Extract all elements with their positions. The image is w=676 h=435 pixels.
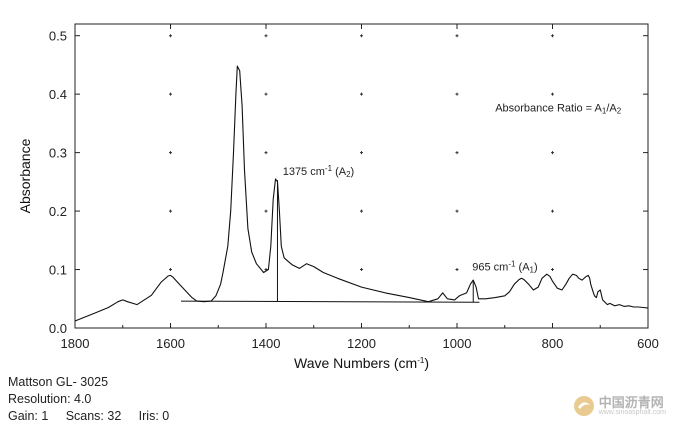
grid-mark	[360, 209, 363, 213]
grid-mark	[455, 151, 459, 155]
x-tick-label: 1600	[156, 336, 185, 351]
x-tick-label: 1200	[347, 336, 376, 351]
grid-mark	[455, 92, 459, 96]
grid-mark	[360, 92, 363, 96]
grid-mark	[455, 268, 459, 272]
instrument-resolution: Resolution: 4.0	[8, 392, 92, 406]
a2-annotation: 1375 cm-1 (A2)	[283, 164, 355, 179]
x-tick-label: 600	[637, 336, 659, 351]
grid-mark	[264, 151, 268, 155]
spectrum-line	[74, 65, 649, 322]
grid-mark	[264, 34, 268, 38]
x-axis-title: Wave Numbers (cm-1)	[294, 355, 429, 371]
x-tick-label: 1800	[61, 336, 90, 351]
instrument-model: Mattson GL- 3025	[8, 375, 109, 389]
grid-mark	[551, 268, 554, 272]
grid-mark	[169, 92, 172, 96]
grid-mark	[551, 151, 554, 155]
grid-mark	[360, 268, 363, 272]
y-tick-label: 0.2	[49, 204, 67, 219]
instrument-settings: Gain: 1 Scans: 32 Iris: 0	[8, 409, 169, 423]
grid-mark	[169, 151, 172, 155]
grid-mark	[360, 34, 363, 38]
grid-mark	[169, 268, 172, 272]
y-tick-label: 0.1	[49, 263, 67, 278]
y-axis-title: Absorbance	[17, 138, 33, 213]
iris-value: Iris: 0	[138, 409, 170, 423]
grid-mark	[264, 92, 268, 96]
watermark-url: www.sinoasphalt.com	[598, 409, 666, 417]
grid-mark	[551, 92, 554, 96]
grid-mark	[169, 209, 172, 213]
x-tick-label: 1400	[252, 336, 281, 351]
a1-annotation: 965 cm-1 (A1)	[472, 260, 537, 275]
y-tick-label: 0.3	[49, 146, 67, 161]
watermark-logo-icon	[573, 396, 594, 416]
y-tick-label: 0.0	[49, 321, 67, 336]
x-tick-label: 1000	[443, 336, 472, 351]
grid-mark	[455, 209, 459, 213]
absorbance-ratio-label: Absorbance Ratio = A1/A2	[495, 103, 622, 116]
grid-mark	[551, 34, 554, 38]
grid-mark	[455, 34, 459, 38]
grid-mark	[360, 151, 363, 155]
grid-mark	[551, 209, 554, 213]
y-tick-label: 0.4	[49, 87, 67, 102]
grid-mark	[169, 34, 172, 38]
watermark-name: 中国沥青网	[598, 394, 664, 410]
x-tick-label: 800	[542, 336, 564, 351]
scans-value: Scans: 32	[65, 409, 122, 423]
gain-value: Gain: 1	[8, 409, 49, 423]
watermark: 中国沥青网 www.sinoasphalt.com	[573, 395, 666, 417]
y-tick-label: 0.5	[49, 29, 67, 44]
grid-mark	[264, 209, 268, 213]
baseline-line	[181, 300, 480, 303]
